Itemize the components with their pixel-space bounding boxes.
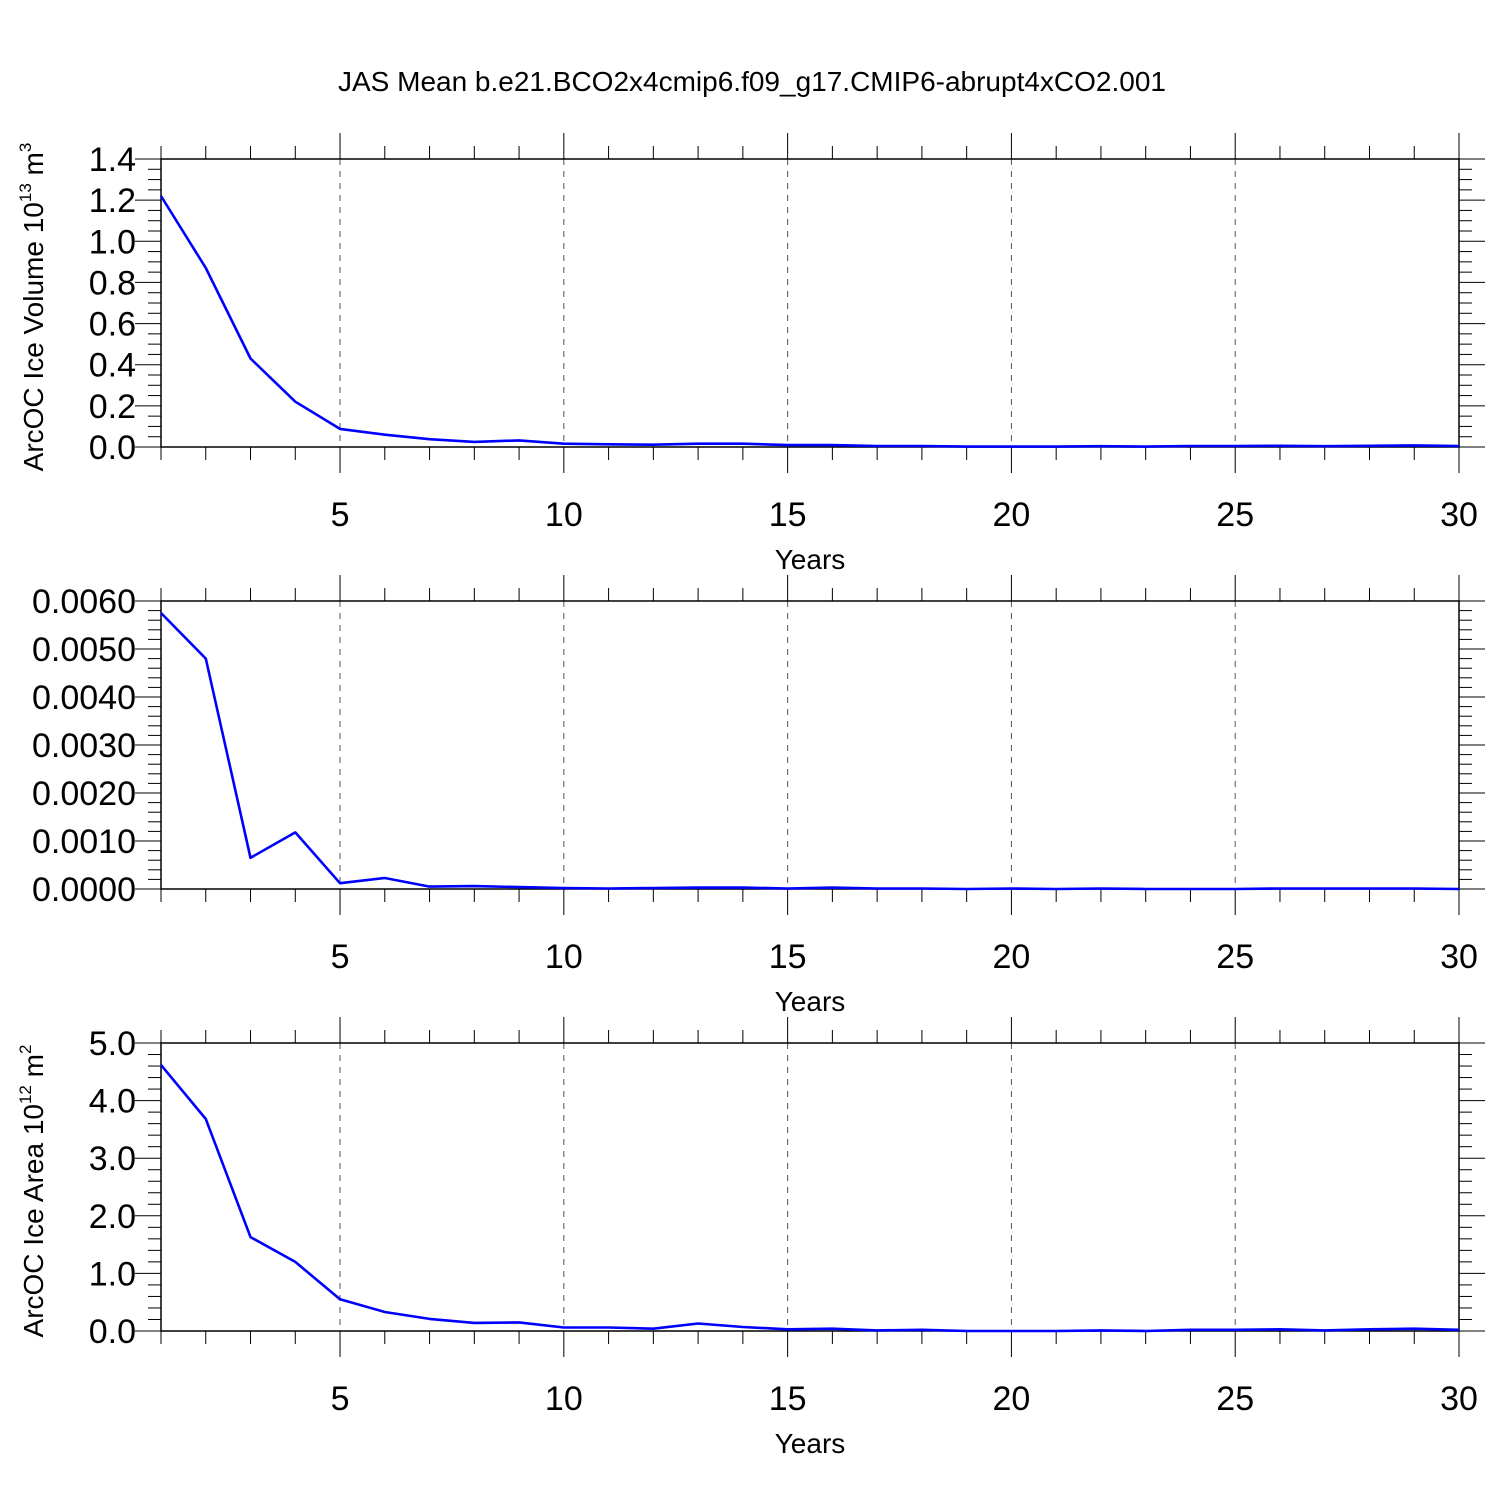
- x-tick-label: 15: [769, 1380, 807, 1418]
- y-tick-label: 0.0030: [32, 727, 136, 765]
- x-axis-label: Years: [775, 544, 846, 575]
- y-tick-label: 0.0000: [32, 871, 136, 909]
- x-axis-label: Years: [775, 986, 846, 1017]
- y-tick-label: 0.0: [89, 1313, 136, 1351]
- x-tick-label: 20: [992, 496, 1030, 534]
- x-tick-label: 5: [331, 1380, 350, 1418]
- x-tick-label: 10: [545, 938, 583, 976]
- y-tick-label: 1.0: [89, 1255, 136, 1293]
- x-tick-label: 10: [545, 496, 583, 534]
- x-tick-label: 25: [1216, 496, 1254, 534]
- y-tick-label: 4.0: [89, 1083, 136, 1121]
- x-tick-label: 30: [1440, 496, 1478, 534]
- x-tick-label: 15: [769, 938, 807, 976]
- series-line: [159, 195, 1460, 448]
- panel-2: 5 10 15 20 25 30 0.0000 0.0010 0.0020 0.0030 0.004…: [32, 575, 1485, 1017]
- y-tick-label: 0.0060: [32, 583, 136, 621]
- plot-frame: [160, 158, 1460, 448]
- panel-3: 5 10 15 20 25 30 0.0 1.0 2.0 3.0 4.0 5.0 Years ArcOC …: [16, 1017, 1485, 1459]
- y-tick-label: 0.0020: [32, 775, 136, 813]
- x-tick-label: 30: [1440, 938, 1478, 976]
- y-tick-label: 0.0010: [32, 823, 136, 861]
- x-tick-label: 25: [1216, 1380, 1254, 1418]
- y-tick-label: 5.0: [89, 1025, 136, 1063]
- series-line: [160, 612, 1460, 891]
- y-tick-label: 0.0: [89, 429, 136, 467]
- x-tick-label: 5: [331, 496, 350, 534]
- y-tick-label: 0.6: [89, 306, 136, 344]
- x-tick-label: 20: [992, 938, 1030, 976]
- y-tick-label: 2.0: [89, 1198, 136, 1236]
- x-tick-label: 15: [769, 496, 807, 534]
- y-tick-label: 0.4: [89, 347, 136, 385]
- y-tick-label: 0.2: [89, 388, 136, 426]
- y-tick-label: 3.0: [89, 1140, 136, 1178]
- y-tick-label: 1.0: [89, 223, 136, 261]
- y-tick-label: 1.2: [89, 182, 136, 220]
- figure-title: JAS Mean b.e21.BCO2x4cmip6.f09_g17.CMIP6…: [338, 66, 1166, 97]
- x-tick-label: 30: [1440, 1380, 1478, 1418]
- y-axis-label: ArcOC Ice Area 1012 m2: [16, 1045, 49, 1338]
- series-line: [159, 1064, 1460, 1333]
- plot-frame: [160, 1042, 1460, 1332]
- panel-1: 5 10 15 20 25 30 0.00.20.40.6 0.81.01.21.4 Years…: [16, 133, 1485, 575]
- plot-frame: [160, 600, 1460, 890]
- y-tick-label: 0.8: [89, 264, 136, 302]
- y-tick-label: 0.0040: [32, 679, 136, 717]
- y-axis-label: ArcOC Ice Volume 1013 m3: [16, 143, 49, 472]
- x-tick-label: 25: [1216, 938, 1254, 976]
- x-axis-label: Years: [775, 1428, 846, 1459]
- y-tick-label: 0.0050: [32, 631, 136, 669]
- x-tick-label: 20: [992, 1380, 1030, 1418]
- x-tick-label: 10: [545, 1380, 583, 1418]
- x-tick-label: 5: [331, 938, 350, 976]
- y-tick-label: 1.4: [89, 141, 136, 179]
